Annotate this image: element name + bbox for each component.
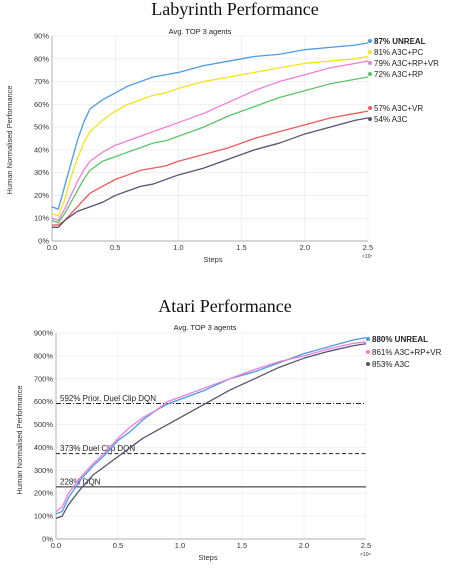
atari-x-exponent: ×10⁸ <box>360 552 371 558</box>
labyrinth-x-tick-label: 1.0 <box>173 243 183 252</box>
atari-ticks: 0% 100% 200% 300% 400% 500% 600% 700% 800% 900% 0.… <box>34 329 371 551</box>
atari-x-tick-label: 1.5 <box>237 541 247 550</box>
atari-x-axis-label: Steps <box>198 553 217 562</box>
atari-reference-lines: 592% Prior. Duel Clip DQN 373% Duel Clip … <box>56 394 366 488</box>
reference-label-373-duel-clip-dqn: 373% Duel Clip DQN <box>60 444 135 453</box>
legend-entry-81-a3c-pc: 81% A3C+PC <box>374 48 423 57</box>
labyrinth-x-tick-label: 2.5 <box>363 243 373 252</box>
legend-entry-54-a3c: 54% A3C <box>374 115 408 124</box>
labyrinth-grid <box>51 35 369 242</box>
series-line-57-a3c-vr <box>52 110 369 226</box>
labyrinth-chart: Labyrinth Performance Avg. TOP 3 agents … <box>5 0 439 264</box>
series-line-79-a3c-rp-vr <box>51 60 369 222</box>
legend-entry-79-a3c-rp-vr: 79% A3C+RP+VR <box>374 59 439 68</box>
atari-x-tick-label: 1.0 <box>175 541 185 550</box>
atari-chart: Atari Performance Avg. TOP 3 agents Huma… <box>15 296 442 562</box>
labyrinth-y-tick-label: 20% <box>34 191 49 200</box>
reference-label-228-dqn: 228% DQN <box>60 477 101 486</box>
legend-entry-861-a3c-rp-vr: 861% A3C+RP+VR <box>372 348 442 357</box>
series-line-861-a3c-rp-vr <box>55 341 367 513</box>
reference-label-592-prior-duel-clip-dqn: 592% Prior. Duel Clip DQN <box>60 394 156 403</box>
series-line-81-a3c-pc <box>51 55 369 217</box>
labyrinth-y-tick-label: 0% <box>38 237 49 246</box>
atari-grid <box>55 332 367 540</box>
series-line-54-a3c <box>52 117 369 228</box>
legend-entry-880-unreal: 880% UNREAL <box>372 335 428 344</box>
labyrinth-y-tick-label: 30% <box>34 168 49 177</box>
series-line-72-a3c-rp <box>51 76 369 224</box>
atari-y-tick-label: 0% <box>42 535 53 544</box>
atari-series <box>55 336 367 520</box>
labyrinth-y-tick-label: 70% <box>34 77 49 86</box>
series-line-853-a3c <box>55 343 367 520</box>
legend-marker-57-a3c-vr <box>368 106 372 110</box>
labyrinth-x-tick-label: 1.5 <box>236 243 246 252</box>
atari-x-tick-label: 0.0 <box>51 541 61 550</box>
legend-marker-853-a3c <box>366 362 370 366</box>
labyrinth-ticks: 0% 10% 20% 30% 40% 50% 60% 70% 80% 90% 0.0 0.5 1.0 1.… <box>34 32 373 253</box>
series-line-87-unreal <box>51 42 369 210</box>
legend-marker-72-a3c-rp <box>368 72 372 76</box>
atari-y-axis-label: Human Normalised Performance <box>15 385 24 494</box>
atari-y-tick-label: 100% <box>34 512 54 521</box>
atari-x-tick-label: 0.5 <box>113 541 123 550</box>
labyrinth-x-exponent: ×10⁷ <box>362 254 372 260</box>
atari-y-tick-label: 300% <box>34 466 54 475</box>
labyrinth-title: Labyrinth Performance <box>151 0 318 19</box>
atari-title: Atari Performance <box>158 296 291 316</box>
atari-legend: 880% UNREAL 861% A3C+RP+VR 853% A3C <box>366 335 442 369</box>
labyrinth-legend: 87% UNREAL 81% A3C+PC 79% A3C+RP+VR 72% A3C… <box>368 37 439 124</box>
legend-marker-79-a3c-rp-vr <box>368 61 372 65</box>
legend-marker-81-a3c-pc <box>368 50 372 54</box>
labyrinth-series <box>51 42 369 228</box>
legend-marker-87-unreal <box>368 39 372 43</box>
labyrinth-y-tick-label: 80% <box>34 54 49 63</box>
series-line-880-unreal <box>55 336 367 515</box>
labyrinth-y-tick-label: 90% <box>34 32 49 41</box>
legend-entry-87-unreal: 87% UNREAL <box>374 37 426 46</box>
legend-marker-861-a3c-rp-vr <box>366 350 370 354</box>
labyrinth-y-axis-label: Human Normalised Performance <box>5 85 14 194</box>
atari-y-tick-label: 400% <box>34 443 54 452</box>
legend-entry-853-a3c: 853% A3C <box>372 360 410 369</box>
labyrinth-y-tick-label: 60% <box>34 100 49 109</box>
legend-marker-880-unreal <box>366 337 370 341</box>
labyrinth-y-tick-label: 50% <box>34 123 49 132</box>
labyrinth-y-tick-label: 10% <box>34 214 49 223</box>
legend-entry-72-a3c-rp: 72% A3C+RP <box>374 70 423 79</box>
labyrinth-x-tick-label: 2.0 <box>300 243 310 252</box>
labyrinth-subtitle: Avg. TOP 3 agents <box>169 27 232 36</box>
atari-subtitle: Avg. TOP 3 agents <box>174 323 237 332</box>
atari-y-tick-label: 600% <box>34 397 54 406</box>
legend-entry-57-a3c-vr: 57% A3C+VR <box>374 104 423 113</box>
atari-y-tick-label: 900% <box>34 329 54 338</box>
labyrinth-y-tick-label: 40% <box>34 145 49 154</box>
labyrinth-x-tick-label: 0.0 <box>47 243 57 252</box>
atari-x-tick-label: 2.5 <box>361 541 371 550</box>
atari-y-tick-label: 800% <box>34 351 54 360</box>
atari-x-tick-label: 2.0 <box>299 541 309 550</box>
atari-y-tick-label: 500% <box>34 420 54 429</box>
labyrinth-x-axis-label: Steps <box>203 255 222 264</box>
legend-marker-54-a3c <box>368 117 372 121</box>
labyrinth-x-tick-label: 0.5 <box>110 243 120 252</box>
atari-y-tick-label: 700% <box>34 374 54 383</box>
atari-y-tick-label: 200% <box>34 489 54 498</box>
